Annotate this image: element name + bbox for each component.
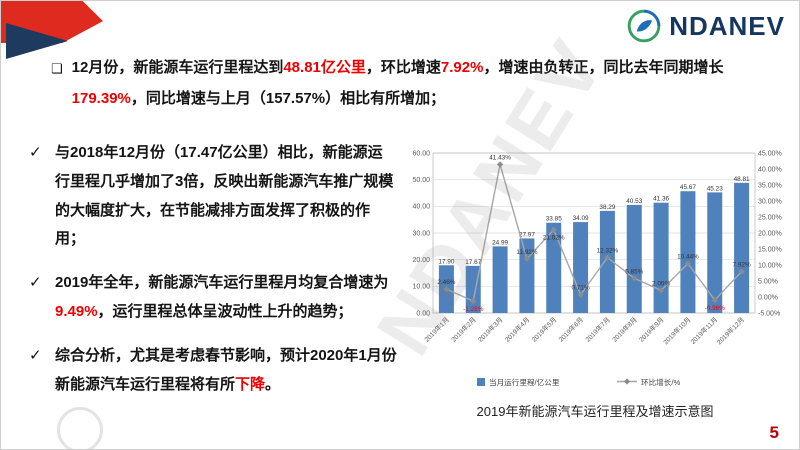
svg-text:2019年5月: 2019年5月 — [530, 315, 559, 344]
ndanev-logo: NDANEV — [626, 8, 785, 44]
svg-text:60.00: 60.00 — [412, 150, 430, 157]
svg-text:30.00%: 30.00% — [758, 198, 782, 205]
line-labels: 2.46% -1.28% 41.43% 11.92% 21.02% 0.71% 12.32%… — [437, 154, 751, 313]
bullet-summary-december-text: 12月份，新能源车运行里程达到48.81亿公里，环比增速7.92%，增速由负转正… — [71, 59, 724, 107]
x-axis-labels: 2019年1月 2019年2月 2019年3月 2019年4月 2019年5月 2019年… — [422, 315, 746, 346]
svg-text:10.00%: 10.00% — [758, 262, 782, 269]
svg-text:2.46%: 2.46% — [437, 279, 455, 286]
svg-text:2.05%: 2.05% — [652, 280, 670, 287]
svg-text:34.09: 34.09 — [573, 215, 589, 222]
bullet-annual-cagr: ✓ 2019年全年，新能源汽车运行里程月均复合增速为9.49%，运行里程总体呈波… — [29, 269, 397, 327]
svg-text:2019年11月: 2019年11月 — [688, 315, 719, 346]
bullet-summary-december: ❑ 12月份，新能源车运行里程达到48.81亿公里，环比增速7.92%，增速由负… — [51, 53, 769, 115]
bullet-comparison-2018: ✓ 与2018年12月份（17.47亿公里）相比，新能源运行里程几乎增加了3倍，… — [29, 139, 397, 254]
svg-text:2019年9月: 2019年9月 — [637, 315, 666, 344]
svg-text:0.00%: 0.00% — [758, 294, 778, 301]
page-number: 5 — [769, 423, 779, 442]
svg-text:20.00: 20.00 — [412, 257, 430, 264]
svg-text:15.00%: 15.00% — [758, 246, 782, 253]
svg-text:40.00: 40.00 — [412, 204, 430, 211]
bar-labels: 17.90 17.67 24.99 27.97 33.85 34.09 38.29 40.53… — [438, 176, 750, 266]
svg-text:45.67: 45.67 — [680, 184, 696, 191]
svg-text:50.00: 50.00 — [412, 177, 430, 184]
svg-text:41.43%: 41.43% — [489, 154, 511, 161]
ndanev-logo-icon — [627, 9, 661, 43]
svg-text:11.92%: 11.92% — [516, 249, 538, 256]
svg-text:2019年2月: 2019年2月 — [449, 315, 478, 344]
svg-text:2019年6月: 2019年6月 — [556, 315, 585, 344]
svg-text:12.32%: 12.32% — [597, 248, 619, 255]
svg-text:2019年12月: 2019年12月 — [715, 315, 746, 346]
check-icon: ✓ — [29, 346, 42, 364]
chart-caption: 2019年新能源汽车运行里程及增速示意图 — [476, 404, 714, 419]
svg-text:0.71%: 0.71% — [572, 285, 590, 292]
svg-text:5.85%: 5.85% — [625, 268, 643, 275]
svg-text:环比增长/%: 环比增长/% — [641, 377, 680, 387]
svg-text:38.29: 38.29 — [599, 204, 615, 211]
bullet-annual-cagr-text: 2019年全年，新能源汽车运行里程月均复合增速为9.49%，运行里程总体呈波动性… — [55, 274, 389, 320]
svg-text:10.44%: 10.44% — [677, 254, 699, 261]
svg-text:33.85: 33.85 — [546, 216, 562, 223]
svg-text:2019年8月: 2019年8月 — [610, 315, 639, 344]
svg-text:0.00: 0.00 — [416, 310, 430, 317]
mileage-growth-chart: 0.00 10.00 20.00 30.00 40.00 50.00 60.00 -5.00%… — [399, 141, 791, 420]
check-icon: ✓ — [29, 144, 42, 161]
svg-text:10.00: 10.00 — [412, 284, 430, 291]
svg-text:-1.28%: -1.28% — [463, 306, 484, 313]
svg-text:35.00%: 35.00% — [758, 182, 782, 189]
svg-text:25.00%: 25.00% — [758, 214, 782, 221]
svg-text:30.00: 30.00 — [412, 230, 430, 237]
svg-text:48.81: 48.81 — [734, 176, 750, 183]
svg-text:17.67: 17.67 — [465, 259, 481, 266]
svg-text:2019年10月: 2019年10月 — [661, 315, 692, 346]
chart-legend: 当月运行里程/亿公里 环比增长/% — [477, 377, 680, 387]
svg-text:2019年7月: 2019年7月 — [583, 315, 612, 344]
bullet-forecast-text: 综合分析，尤其是考虑春节影响，预计2020年1月份新能源汽车运行里程将有所下降。 — [55, 346, 397, 393]
svg-text:20.00%: 20.00% — [758, 230, 782, 237]
svg-text:17.90: 17.90 — [438, 258, 454, 265]
bar-series — [438, 182, 750, 313]
svg-text:27.97: 27.97 — [519, 231, 535, 238]
square-bullet-icon: ❑ — [51, 61, 63, 76]
svg-text:5.00%: 5.00% — [758, 278, 778, 285]
svg-text:当月运行里程/亿公里: 当月运行里程/亿公里 — [489, 377, 560, 387]
svg-text:7.92%: 7.92% — [733, 262, 751, 269]
svg-text:-0.96%: -0.96% — [705, 305, 726, 312]
svg-text:40.53: 40.53 — [626, 198, 642, 205]
watermark-logo-circle — [57, 407, 103, 449]
svg-text:45.00%: 45.00% — [758, 150, 782, 157]
svg-text:45.23: 45.23 — [707, 185, 723, 192]
svg-text:41.36: 41.36 — [653, 196, 669, 203]
bullet-list: ✓ 与2018年12月份（17.47亿公里）相比，新能源运行里程几乎增加了3倍，… — [29, 139, 397, 399]
ndanev-logo-text: NDANEV — [669, 10, 785, 41]
svg-text:40.00%: 40.00% — [758, 166, 782, 173]
chart-svg: 0.00 10.00 20.00 30.00 40.00 50.00 60.00 -5.00%… — [412, 150, 781, 387]
bullet-comparison-2018-text: 与2018年12月份（17.47亿公里）相比，新能源运行里程几乎增加了3倍，反映… — [55, 144, 394, 248]
svg-text:24.99: 24.99 — [492, 239, 508, 246]
svg-text:2019年1月: 2019年1月 — [422, 315, 451, 344]
svg-text:2019年3月: 2019年3月 — [476, 315, 505, 344]
check-icon: ✓ — [29, 274, 42, 292]
axis-tick-labels: 0.00 10.00 20.00 30.00 40.00 50.00 60.00 -5.00%… — [412, 150, 781, 317]
bullet-forecast: ✓ 综合分析，尤其是考虑春节影响，预计2020年1月份新能源汽车运行里程将有所下… — [29, 342, 397, 400]
svg-text:-5.00%: -5.00% — [758, 310, 780, 317]
svg-text:2019年4月: 2019年4月 — [503, 315, 532, 344]
line-series — [446, 164, 743, 303]
svg-text:21.02%: 21.02% — [543, 235, 565, 242]
